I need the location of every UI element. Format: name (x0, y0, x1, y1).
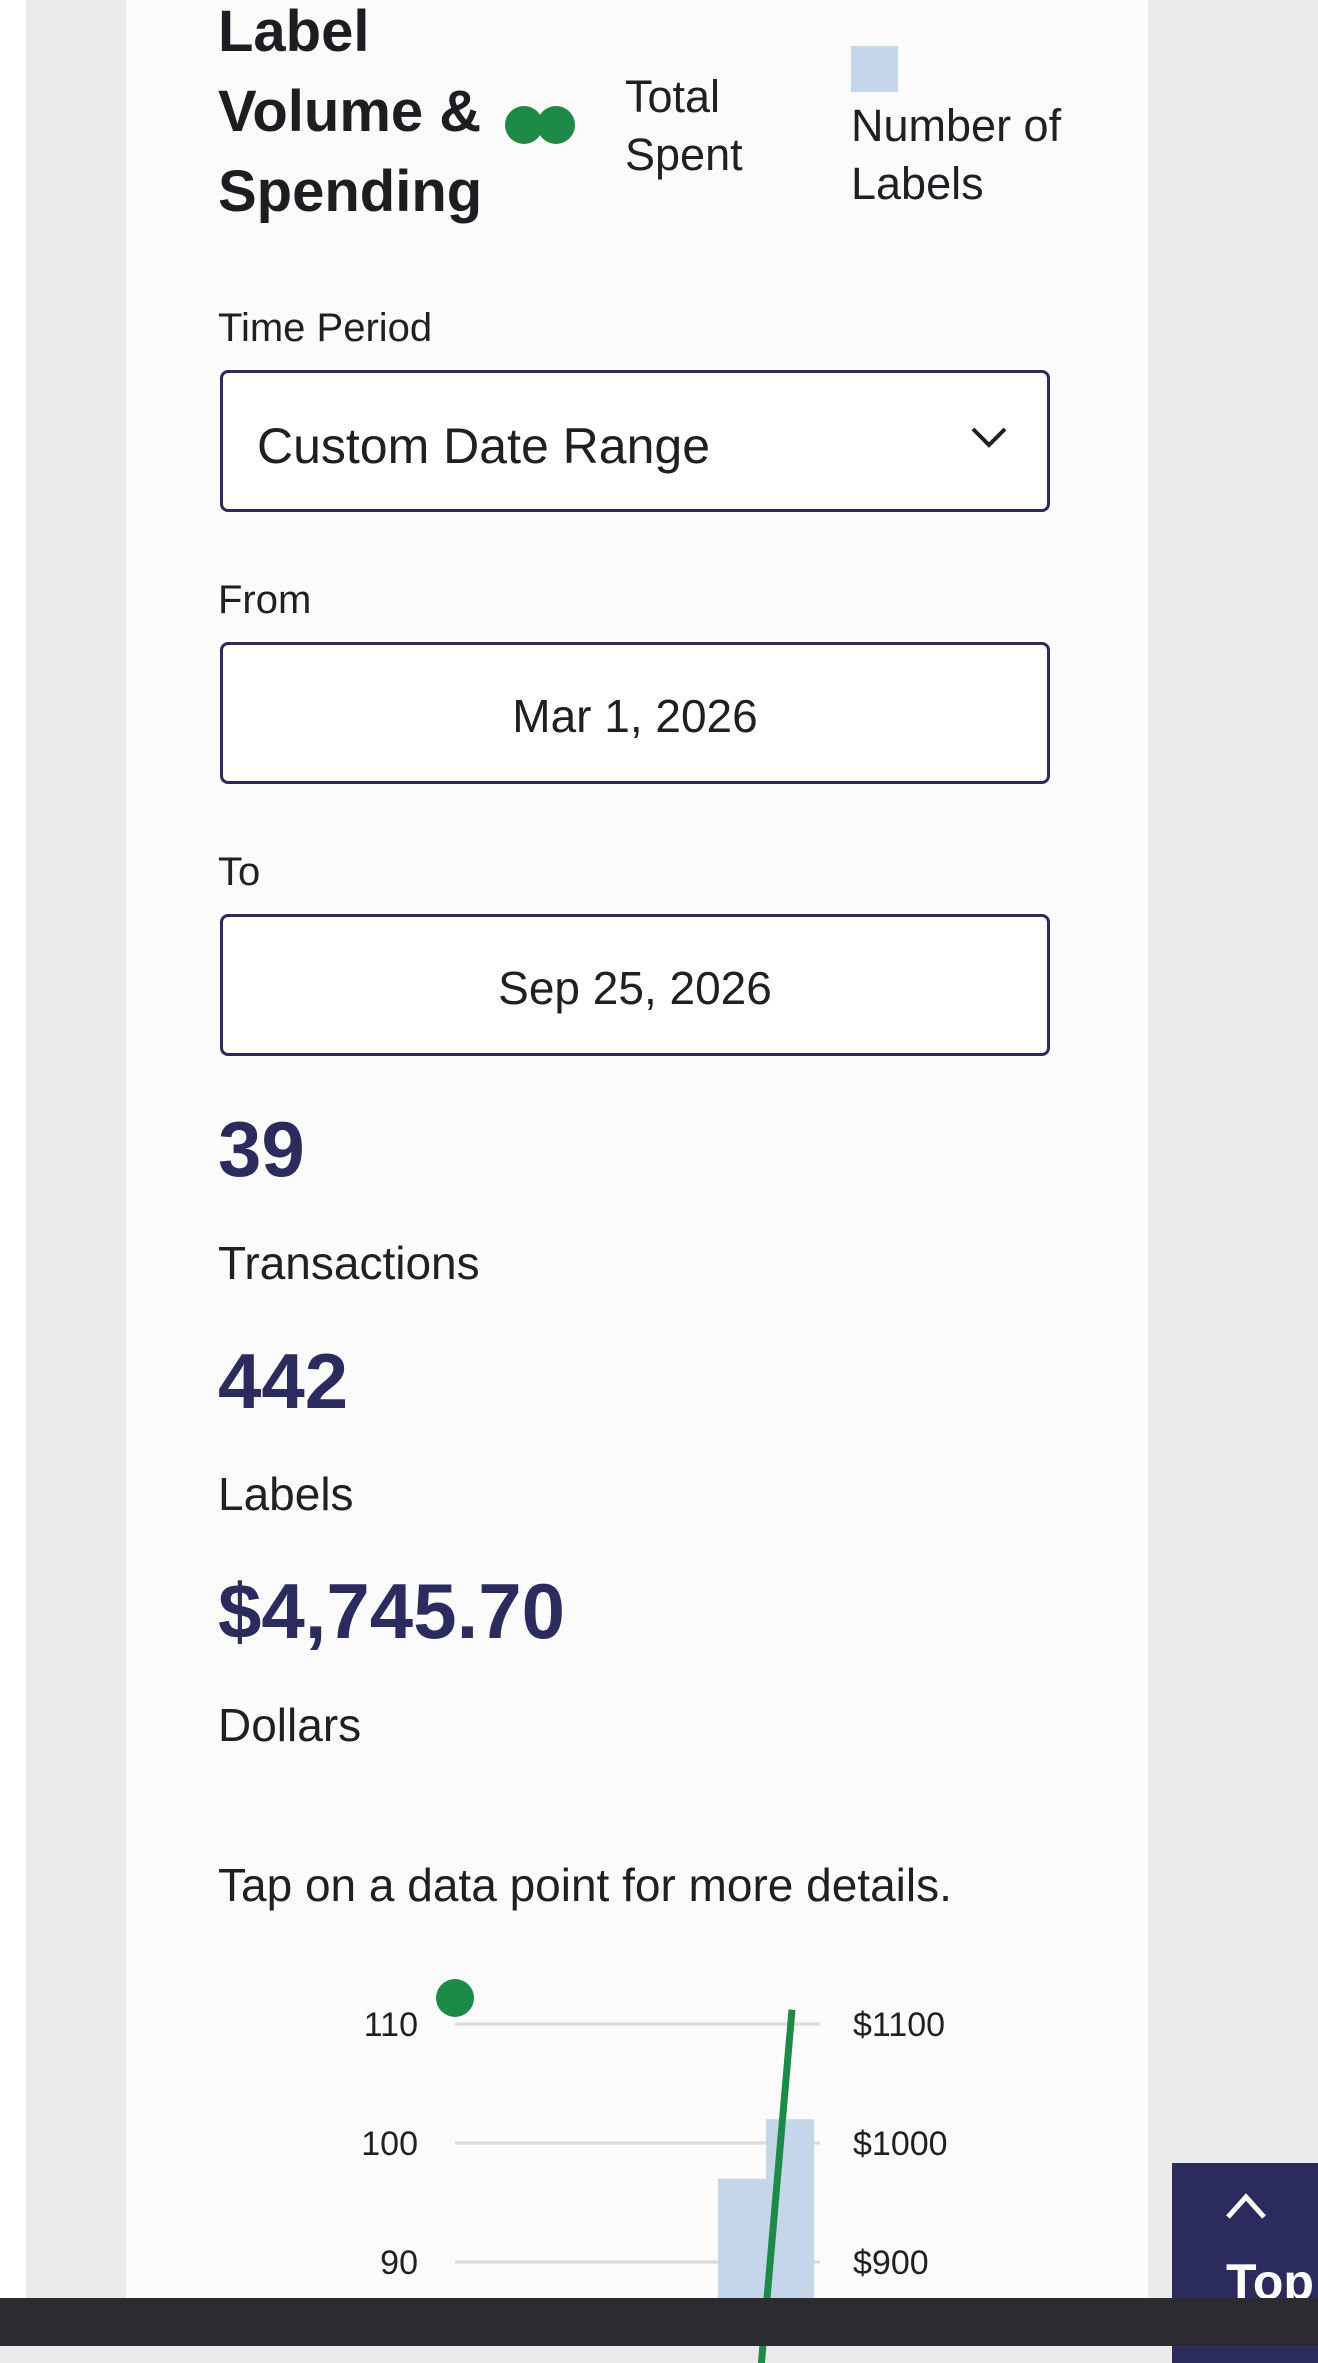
labels-count: 442 (218, 1337, 349, 1425)
chart-hint: Tap on a data point for more details. (218, 1859, 952, 1911)
transactions-label: Transactions (218, 1237, 480, 1289)
time-period-select[interactable]: Custom Date Range (220, 370, 1050, 512)
time-period-value: Custom Date Range (257, 418, 711, 474)
y-right-tick: $1000 (853, 2125, 948, 2163)
page-gutter (0, 0, 26, 2346)
y-left-tick: 90 (380, 2244, 418, 2282)
number-of-labels-legend-label: Number of Labels (851, 100, 1062, 209)
number-of-labels-legend-marker (851, 46, 898, 92)
to-date-value: Sep 25, 2026 (498, 962, 772, 1014)
chevron-up-icon (1226, 2193, 1266, 2219)
total-spent-legend-marker (505, 106, 543, 144)
total-spent-legend-marker (537, 106, 575, 144)
from-date-field[interactable]: Mar 1, 2026 (220, 642, 1050, 784)
to-date-field[interactable]: Sep 25, 2026 (220, 914, 1050, 1056)
from-date-value: Mar 1, 2026 (512, 690, 758, 742)
to-label: To (218, 850, 261, 894)
y-right-tick: $900 (853, 2244, 929, 2282)
from-label: From (218, 578, 312, 622)
y-left-tick: 100 (361, 2125, 418, 2163)
transactions-count: 39 (218, 1105, 305, 1193)
time-period-label: Time Period (218, 306, 433, 350)
y-right-tick: $1100 (853, 2006, 945, 2044)
y-left-tick: 110 (364, 2006, 418, 2044)
dollars-label: Dollars (218, 1699, 362, 1751)
chevron-down-icon (971, 427, 1007, 448)
labels-label: Labels (218, 1468, 354, 1520)
total-spent-point (436, 1979, 474, 2017)
section-title: Label Volume & Spending (218, 0, 483, 224)
right-gutter (1148, 0, 1248, 2346)
browser-bottom-bar (0, 2298, 1318, 2346)
labels-bar (718, 2178, 766, 2310)
total-spent-legend-label: Total Spent (625, 71, 743, 180)
dollars-total: $4,745.70 (218, 1567, 566, 1655)
